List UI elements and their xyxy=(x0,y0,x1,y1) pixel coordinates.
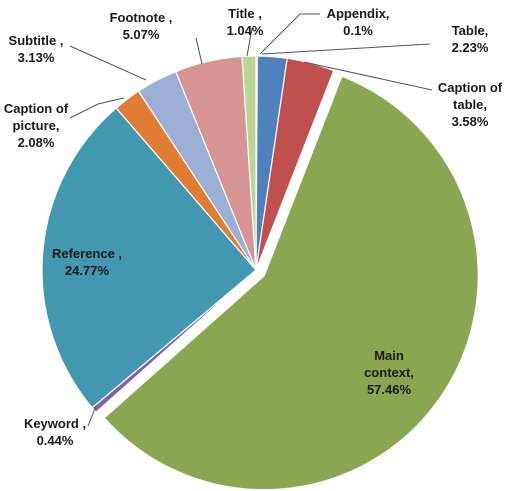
slice-label-caption-of-table: Caption of table, 3.58% xyxy=(438,80,503,129)
leader-line-appendix xyxy=(259,13,320,55)
leader-line-caption-of-table xyxy=(303,61,433,91)
slice-label-keyword: Keyword , 0.44% xyxy=(24,416,86,448)
slice-label-appendix: Appendix, 0.1% xyxy=(327,6,390,38)
slice-label-subtitle: Subtitle , 3.13% xyxy=(9,33,64,65)
slice-label-caption-of-picture: Caption of picture, 2.08% xyxy=(4,101,69,150)
slice-label-main-context: Main context, 57.46% xyxy=(364,348,414,397)
leader-line-title xyxy=(246,27,253,57)
leader-line-caption-of-picture xyxy=(69,97,125,119)
pie-slice-main-context xyxy=(103,75,479,491)
leader-line-footnote xyxy=(195,37,203,65)
leader-line-subtitle xyxy=(69,45,147,81)
slice-label-title: Title , 1.04% xyxy=(227,6,264,38)
slice-labels: Appendix, 0.1% Table, 2.23% Caption of table,… xyxy=(4,6,503,448)
pie-slice-reference xyxy=(41,107,257,409)
leader-line-table xyxy=(261,43,431,55)
pie-slice-title xyxy=(241,55,257,271)
slice-label-table: Table, 2.23% xyxy=(452,23,489,55)
slice-label-reference: Reference , 24.77% xyxy=(52,246,122,278)
pie-slices xyxy=(41,55,479,491)
slice-label-footnote: Footnote , 5.07% xyxy=(110,10,173,42)
leader-lines xyxy=(69,13,433,427)
leader-line-keyword xyxy=(87,405,97,427)
